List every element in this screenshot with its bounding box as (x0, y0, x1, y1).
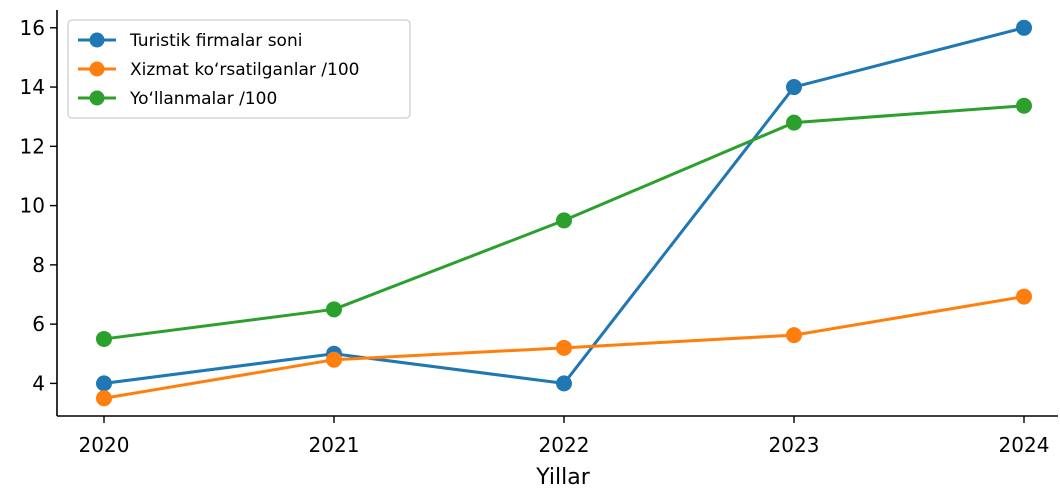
data-point (556, 339, 572, 356)
data-point (1016, 97, 1032, 114)
x-tick-label: 2022 (539, 433, 590, 457)
data-point (556, 375, 572, 392)
axes: 4 6 8 10 12 14 16 2020 2021 2022 2023 2024 (20, 10, 1058, 457)
data-point (556, 212, 572, 229)
legend-marker (89, 61, 105, 77)
legend-marker (89, 90, 105, 106)
y-tick-label: 6 (32, 312, 45, 336)
y-tick-label: 16 (20, 16, 45, 40)
legend-label: Xizmat ko‘rsatilganlar /100 (130, 60, 359, 80)
data-point (96, 330, 112, 347)
data-point (96, 390, 112, 407)
legend-box (67, 19, 411, 119)
legend: Turistik firmalar soni Xizmat ko‘rsatilga… (67, 19, 411, 119)
data-point (326, 351, 342, 368)
x-axis-label: Yillar (535, 465, 590, 488)
x-tick-label: 2023 (769, 433, 820, 457)
y-tick-label: 14 (20, 75, 45, 99)
y-tick-label: 4 (32, 371, 45, 395)
y-tick-label: 10 (20, 194, 45, 218)
legend-label: Turistik firmalar soni (129, 31, 302, 51)
data-point (96, 375, 112, 392)
data-point (1016, 288, 1032, 305)
data-point (786, 327, 802, 344)
data-point (786, 114, 802, 131)
data-point (1016, 19, 1032, 36)
data-point (786, 79, 802, 96)
x-tick-label: 2024 (999, 433, 1050, 457)
data-point (326, 301, 342, 318)
x-tick-label: 2020 (79, 433, 130, 457)
y-tick-label: 8 (32, 253, 45, 277)
series-layer (96, 19, 1032, 407)
legend-marker (89, 32, 105, 48)
x-tick-label: 2021 (309, 433, 360, 457)
y-tick-label: 12 (20, 134, 45, 158)
legend-label: Yo‘llanmalar /100 (129, 89, 277, 109)
